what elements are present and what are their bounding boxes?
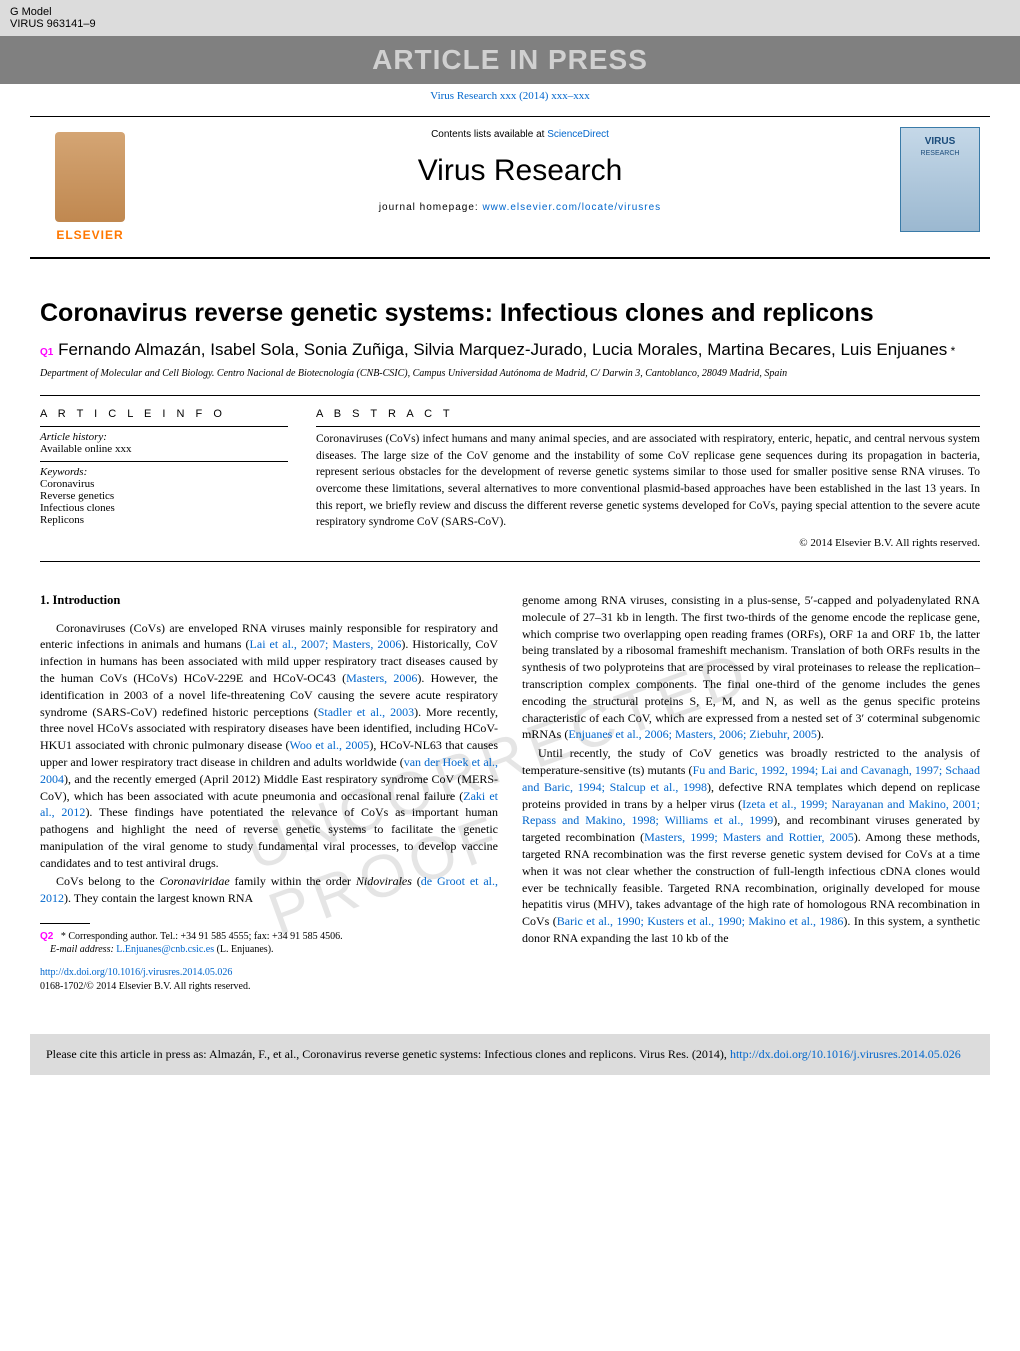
right-p2: Until recently, the study of CoV genetic…: [522, 745, 980, 947]
gmodel-code: VIRUS 963141–9: [10, 18, 1010, 30]
journal-name: Virus Research: [150, 154, 890, 188]
keywords-label: Keywords:: [40, 466, 288, 478]
right-p1: genome among RNA viruses, consisting in …: [522, 592, 980, 743]
q2-marker: Q2: [40, 931, 53, 942]
kw-2: Reverse genetics: [40, 490, 288, 502]
doi-link[interactable]: http://dx.doi.org/10.1016/j.virusres.201…: [40, 967, 232, 978]
sciencedirect-link[interactable]: ScienceDirect: [547, 129, 609, 140]
cover-title-text: VIRUS: [925, 136, 956, 147]
body-columns: 1. Introduction Coronaviruses (CoVs) are…: [40, 592, 980, 994]
ref-enjuanes-2006[interactable]: Enjuanes et al., 2006; Masters, 2006; Zi…: [568, 727, 816, 741]
header-center: Contents lists available at ScienceDirec…: [150, 117, 890, 257]
homepage-label: journal homepage:: [379, 202, 483, 213]
contents-line: Contents lists available at ScienceDirec…: [150, 129, 890, 140]
journal-cover: VIRUS RESEARCH: [890, 117, 990, 257]
affiliation: Department of Molecular and Cell Biology…: [40, 368, 980, 379]
top-citation-line: Virus Research xxx (2014) xxx–xxx: [0, 84, 1020, 108]
authors-block: Q1 Fernando Almazán, Isabel Sola, Sonia …: [40, 340, 980, 360]
ref-masters-2006[interactable]: Masters, 2006: [346, 671, 417, 685]
issn-line: 0168-1702/© 2014 Elsevier B.V. All right…: [40, 981, 250, 992]
ref-stadler-2003[interactable]: Stadler et al., 2003: [318, 705, 414, 719]
doi-block: http://dx.doi.org/10.1016/j.virusres.201…: [40, 966, 498, 994]
cover-title: VIRUS RESEARCH: [901, 136, 979, 158]
corresp-star-icon: *: [947, 344, 955, 358]
ref-woo-2005[interactable]: Woo et al., 2005: [290, 738, 370, 752]
intro-heading: 1. Introduction: [40, 592, 498, 610]
contents-prefix: Contents lists available at: [431, 129, 547, 140]
info-abstract-row: A R T I C L E I N F O Article history: A…: [40, 395, 980, 562]
email-who: (L. Enjuanes).: [214, 944, 273, 955]
right-column: genome among RNA viruses, consisting in …: [522, 592, 980, 994]
abstract-text: Coronaviruses (CoVs) infect humans and m…: [316, 431, 980, 531]
cover-sub-text: RESEARCH: [921, 150, 960, 157]
article-info-header: A R T I C L E I N F O: [40, 408, 288, 420]
email-label: E-mail address:: [50, 944, 116, 955]
homepage-link[interactable]: www.elsevier.com/locate/virusres: [482, 202, 661, 213]
left-column: 1. Introduction Coronaviruses (CoVs) are…: [40, 592, 498, 994]
history-label: Article history:: [40, 431, 288, 443]
q1-marker: Q1: [40, 347, 53, 358]
article-body: Coronavirus reverse genetic systems: Inf…: [0, 259, 1020, 1014]
ref-lai-2007[interactable]: Lai et al., 2007; Masters, 2006: [250, 637, 402, 651]
ref-masters-1999[interactable]: Masters, 1999; Masters and Rottier, 2005: [644, 830, 854, 844]
elsevier-tree-icon: [55, 132, 125, 222]
elsevier-logo-block: ELSEVIER: [30, 117, 150, 257]
journal-header-block: ELSEVIER Contents lists available at Sci…: [30, 116, 990, 259]
citation-box: Please cite this article in press as: Al…: [30, 1034, 990, 1075]
article-info-column: A R T I C L E I N F O Article history: A…: [40, 396, 300, 561]
corresp-text: Corresponding author. Tel.: +34 91 585 4…: [68, 931, 342, 942]
authors-text: Fernando Almazán, Isabel Sola, Sonia Zuñ…: [58, 340, 947, 359]
paper-title: Coronavirus reverse genetic systems: Inf…: [40, 299, 980, 328]
kw-1: Coronavirus: [40, 478, 288, 490]
email-link[interactable]: L.Enjuanes@cnb.csic.es: [116, 944, 214, 955]
elsevier-label: ELSEVIER: [40, 228, 140, 242]
left-p1: Coronaviruses (CoVs) are enveloped RNA v…: [40, 620, 498, 872]
top-cite-text[interactable]: Virus Research xxx (2014) xxx–xxx: [430, 90, 589, 102]
citation-text: Please cite this article in press as: Al…: [46, 1047, 730, 1061]
ref-baric-1990[interactable]: Baric et al., 1990; Kusters et al., 1990…: [557, 914, 844, 928]
abstract-copyright: © 2014 Elsevier B.V. All rights reserved…: [316, 537, 980, 549]
kw-4: Replicons: [40, 514, 288, 526]
footnote-separator: [40, 923, 90, 924]
body-wrapper: UNCORRECTED PROOF 1. Introduction Corona…: [40, 592, 980, 994]
gmodel-header: G Model VIRUS 963141–9: [0, 0, 1020, 36]
article-in-press-banner: ARTICLE IN PRESS: [0, 36, 1020, 84]
history-line: Available online xxx: [40, 443, 288, 455]
abstract-header: A B S T R A C T: [316, 408, 980, 420]
footnote-block: Q2 * Corresponding author. Tel.: +34 91 …: [40, 930, 498, 956]
left-p2: CoVs belong to the Coronaviridae family …: [40, 873, 498, 907]
kw-3: Infectious clones: [40, 502, 288, 514]
cover-box: VIRUS RESEARCH: [900, 127, 980, 232]
abstract-column: A B S T R A C T Coronaviruses (CoVs) inf…: [300, 396, 980, 561]
gmodel-label: G Model: [10, 6, 1010, 18]
citation-doi-link[interactable]: http://dx.doi.org/10.1016/j.virusres.201…: [730, 1047, 961, 1061]
homepage-line: journal homepage: www.elsevier.com/locat…: [150, 202, 890, 213]
